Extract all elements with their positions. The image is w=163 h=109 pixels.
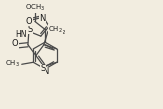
Text: O: O (12, 39, 18, 48)
Text: NH$_2$: NH$_2$ (50, 24, 67, 37)
Text: HN: HN (15, 30, 26, 39)
Text: N: N (42, 67, 48, 76)
Text: OCH$_3$: OCH$_3$ (25, 3, 45, 13)
Text: S: S (27, 25, 32, 33)
Text: N: N (39, 14, 45, 23)
Text: CH$_3$: CH$_3$ (5, 59, 20, 69)
Text: S: S (40, 64, 46, 73)
Text: CH$_2$: CH$_2$ (48, 24, 63, 35)
Text: O: O (26, 17, 32, 26)
